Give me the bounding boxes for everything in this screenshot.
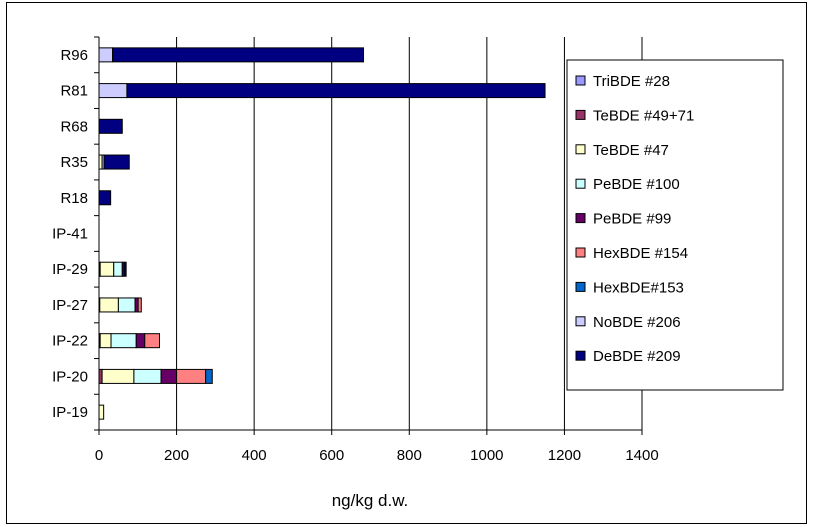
x-axis-title: ng/kg d.w. [332,491,409,510]
legend-label: TriBDE #28 [593,73,670,90]
legend-swatch [575,213,586,224]
bar-segment [113,261,123,277]
legend-label: PeBDE #100 [593,176,680,193]
legend-label: HexBDE#153 [593,279,684,296]
legend-items: TriBDE #28 TeBDE #49+71 TeBDE #47 PeBDE #10… [575,73,694,365]
bars [98,47,546,420]
legend-label: NoBDE #206 [593,314,681,331]
legend-swatch [575,75,586,86]
bar-segment [110,333,137,349]
bar-segment [98,118,123,134]
bar-segment [123,261,127,277]
y-tick-label: R81 [60,83,88,100]
bar-segment [126,83,546,99]
x-tick-label: 600 [319,447,344,464]
legend: TriBDE #28 TeBDE #49+71 TeBDE #47 PeBDE #10… [566,59,784,391]
bar-segment [176,368,207,384]
x-ticks: 0 200 400 600 800 1000 1200 1400 [95,430,659,464]
y-tick-label: IP-29 [52,261,88,278]
legend-swatch [575,144,586,155]
y-tick-label: R96 [60,47,88,64]
x-tick-label: 400 [242,447,267,464]
x-tick-label: 1000 [470,447,503,464]
bar-segment [112,47,365,63]
bar-segment [160,368,178,384]
y-tick-label: IP-41 [52,226,88,243]
x-tick-label: 1400 [625,447,658,464]
bar-segment [99,333,112,349]
bar-segment [101,368,135,384]
bar-segment [133,368,162,384]
x-tick-label: 0 [95,447,103,464]
legend-label: PeBDE #99 [593,211,671,228]
x-tick-label: 800 [397,447,422,464]
bar-segment [98,190,112,206]
legend-swatch [575,178,586,189]
y-tick-label: R35 [60,154,88,171]
x-tick-label: 1200 [548,447,581,464]
bar-segment [98,404,105,420]
bar-segment [117,297,136,313]
y-tick-label: IP-22 [52,333,88,350]
bar-segment [98,47,114,63]
bar-segment [135,333,146,349]
bar-segment [99,261,115,277]
y-tick-label: R18 [60,190,88,207]
legend-swatch [575,316,586,327]
legend-swatch [575,281,586,292]
legend-box [566,59,784,391]
bar-segment [137,297,142,313]
bar-segment [205,368,213,384]
y-tick-label: IP-19 [52,404,88,421]
y-tick-label: R68 [60,118,88,135]
bar-segment [144,333,161,349]
legend-label: DeBDE #209 [593,348,681,365]
y-tick-label: IP-27 [52,297,88,314]
legend-label: TeBDE #49+71 [593,107,694,124]
bar-segment [99,297,119,313]
legend-swatch [575,109,586,120]
y-ticks: IP-19 IP-20 IP-22 IP-27 IP-29 IP-41 R18 R35 R68 R… [52,36,99,431]
legend-label: TeBDE #47 [593,142,669,159]
legend-swatch [575,350,586,361]
legend-swatch [575,247,586,258]
legend-label: HexBDE #154 [593,245,688,262]
bar-segment [98,83,128,99]
x-tick-label: 200 [164,447,189,464]
y-tick-label: IP-20 [52,368,88,385]
bar-segment [103,154,130,170]
